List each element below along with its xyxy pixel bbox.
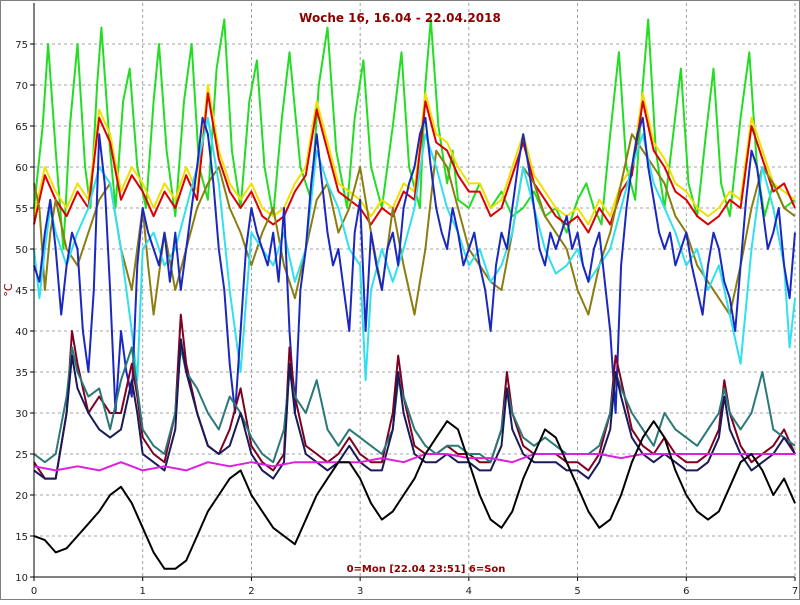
y-tick-label: 35 [15,368,28,379]
y-tick-label: 30 [15,409,28,420]
y-axis-label: °C [2,283,15,297]
series-line-3 [33,92,796,234]
chart-footer: 0=Mon [22.04 23:51] 6=Son [347,564,506,575]
series-line-1 [33,18,796,250]
y-tick-label: 40 [15,327,28,338]
y-tick-label: 10 [15,573,28,584]
chart-title: Woche 16, 16.04 - 22.04.2018 [299,11,501,25]
series-line-4 [33,133,796,316]
x-tick-label: 2 [248,586,254,597]
x-tick-label: 3 [357,586,363,597]
y-tick-label: 55 [15,204,28,215]
y-tick-label: 25 [15,450,28,461]
series-line-8 [33,346,796,464]
y-tick-label: 20 [15,491,28,502]
x-tick-label: 7 [792,586,798,597]
series-line-6 [33,116,796,414]
x-tick-label: 0 [31,586,37,597]
x-tick-label: 1 [140,586,146,597]
y-tick-label: 75 [15,40,28,51]
x-tick-label: 6 [683,586,689,597]
series-line-10 [33,453,795,472]
y-tick-label: 65 [15,122,28,133]
y-tick-label: 15 [15,532,28,543]
x-tick-label: 4 [466,586,472,597]
x-tick-label: 5 [574,586,580,597]
y-tick-label: 60 [15,163,28,174]
series-layer [33,18,796,570]
y-tick-label: 45 [15,286,28,297]
y-tick-label: 50 [15,245,28,256]
series-line-11 [33,420,796,570]
y-tick-label: 70 [15,81,28,92]
